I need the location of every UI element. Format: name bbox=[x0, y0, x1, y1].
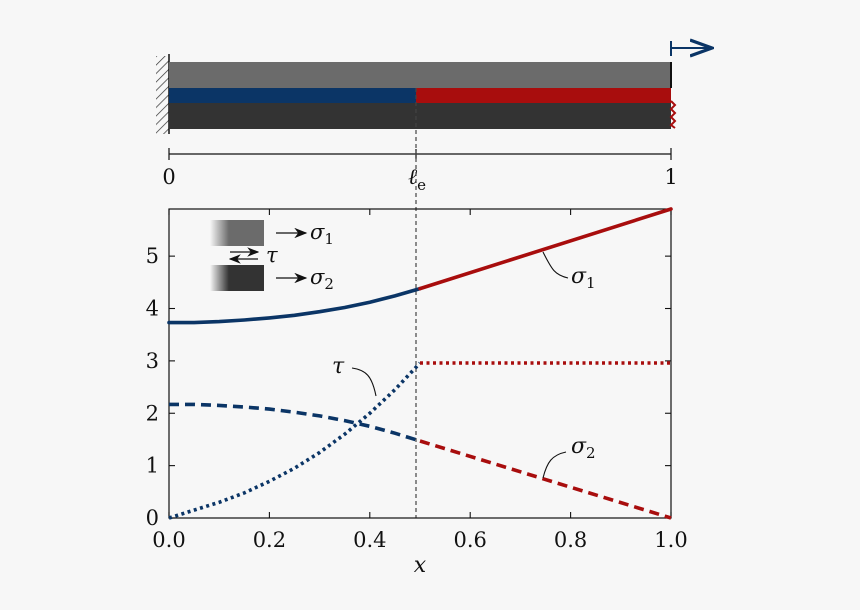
y-axis-ticks: 0 1 2 3 4 5 bbox=[146, 244, 671, 530]
y-tick-label: 1 bbox=[146, 454, 159, 478]
x-tick-label: 0.4 bbox=[353, 528, 386, 552]
y-tick-label: 5 bbox=[146, 244, 159, 268]
annotation-sigma2-label: σ2 bbox=[571, 434, 596, 462]
inset-legend: σ1 τ σ2 bbox=[210, 220, 334, 293]
y-tick-label: 2 bbox=[146, 401, 159, 425]
boundary-label: ℓe bbox=[408, 165, 426, 194]
annotation-tau: τ bbox=[332, 354, 377, 397]
y-tick-label: 4 bbox=[146, 297, 159, 321]
x-axis-ticks: 0.0 0.2 0.4 0.6 0.8 1.0 bbox=[152, 209, 688, 552]
annotation-sigma1: σ1 bbox=[542, 251, 596, 292]
y-tick-label: 3 bbox=[146, 349, 159, 373]
plot-axes: 0.0 0.2 0.4 0.6 0.8 1.0 0 1 2 3 4 5 x bbox=[146, 208, 688, 578]
plot-frame bbox=[168, 208, 672, 519]
annotation-tau-label: τ bbox=[332, 354, 345, 379]
interface-elastic-zone bbox=[169, 88, 416, 103]
x-tick-label: 0.8 bbox=[554, 528, 587, 552]
series-layer bbox=[167, 207, 673, 520]
annotation-sigma2: σ2 bbox=[542, 434, 596, 479]
series-line-solid-0 bbox=[167, 286, 422, 325]
length-scale: 0 1 ℓe bbox=[162, 148, 678, 194]
legend-sigma1-label: σ1 bbox=[310, 220, 334, 248]
x-tick-label: 0.0 bbox=[152, 528, 185, 552]
x-tick-label: 0.6 bbox=[453, 528, 486, 552]
legend-tau-label: τ bbox=[266, 243, 278, 267]
fixed-support-icon bbox=[156, 56, 169, 134]
annotation-sigma1-label: σ1 bbox=[571, 264, 596, 292]
top-layer bbox=[169, 62, 671, 88]
x-axis-label: x bbox=[414, 553, 427, 578]
bar-schematic: 0 1 ℓe bbox=[156, 41, 712, 194]
series-line-dashed-5 bbox=[419, 439, 672, 520]
interface-debonded-zone bbox=[416, 88, 671, 103]
scale-label-end: 1 bbox=[664, 165, 677, 189]
series-line-solid-1 bbox=[418, 207, 673, 291]
series-line-dashed-4 bbox=[169, 402, 421, 443]
bottom-layer bbox=[169, 103, 671, 129]
load-arrow-icon bbox=[670, 41, 712, 56]
torn-edge-icon bbox=[669, 100, 677, 129]
legend-sigma2-label: σ2 bbox=[310, 265, 334, 293]
x-tick-label: 0.2 bbox=[253, 528, 286, 552]
legend-bottom-layer-swatch bbox=[210, 265, 264, 291]
legend-top-layer-swatch bbox=[210, 220, 264, 246]
y-tick-label: 0 bbox=[146, 506, 159, 530]
x-tick-label: 1.0 bbox=[654, 528, 687, 552]
series-line-dotted-2 bbox=[168, 361, 422, 520]
scale-label-start: 0 bbox=[162, 165, 175, 189]
